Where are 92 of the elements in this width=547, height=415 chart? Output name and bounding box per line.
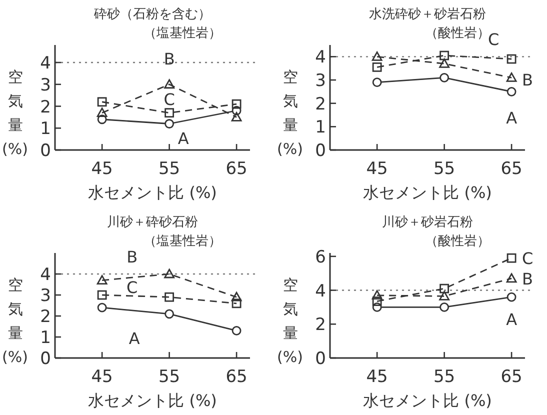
point xyxy=(232,298,242,308)
y-tick-label: 2 xyxy=(315,315,326,336)
point xyxy=(440,50,450,60)
point xyxy=(164,268,175,278)
x-tick-label: 45 xyxy=(366,367,388,387)
x-tick-label: 45 xyxy=(91,367,113,387)
series-label: B xyxy=(164,49,175,68)
point xyxy=(440,284,450,294)
chart-title: 川砂＋砕砂石粉 xyxy=(107,215,198,230)
x-tick-label: 55 xyxy=(158,159,180,179)
point xyxy=(96,108,108,118)
y-tick-label: 3 xyxy=(40,286,51,306)
y-tick-label: 3 xyxy=(315,71,326,91)
series-label: B xyxy=(522,70,534,90)
series-label: A xyxy=(178,128,189,148)
point xyxy=(97,97,107,107)
x-tick-label: 65 xyxy=(500,367,522,387)
point xyxy=(372,78,382,88)
y-tick-label: 4 xyxy=(40,54,51,74)
y-tick-label: 4 xyxy=(315,281,326,302)
series-label: C xyxy=(164,90,175,109)
point xyxy=(96,275,108,284)
x-tick-label: 55 xyxy=(433,367,456,387)
series-label: C xyxy=(522,249,534,268)
y-tick-label: 0 xyxy=(40,349,51,369)
y-tick-label: 2 xyxy=(40,97,51,118)
point xyxy=(231,112,242,122)
point xyxy=(439,290,450,300)
x-tick-label: 55 xyxy=(433,159,456,179)
x-tick-label: 45 xyxy=(366,159,388,179)
point xyxy=(440,302,450,312)
y-tick-label: 4 xyxy=(315,48,326,68)
series-label: C xyxy=(488,30,500,49)
y-tick-label: 0 xyxy=(315,141,326,161)
x-tick-label: 65 xyxy=(500,159,522,179)
y-tick-label: 1 xyxy=(315,118,326,138)
y-axis-title: 空気量(%) xyxy=(2,68,28,158)
point xyxy=(231,292,242,302)
point xyxy=(440,72,450,82)
chart-title: 水洗砕砂＋砂岩石粉 xyxy=(369,7,486,22)
point xyxy=(164,108,174,118)
y-tick-label: 3 xyxy=(40,75,51,96)
y-tick-label: 0 xyxy=(40,141,51,161)
y-tick-label: 4 xyxy=(40,265,51,285)
series-label: A xyxy=(128,328,140,348)
y-tick-label: 0 xyxy=(315,349,326,369)
x-tick-label: 45 xyxy=(91,159,113,179)
point xyxy=(164,309,174,319)
point xyxy=(439,58,450,68)
y-tick-label: 1 xyxy=(40,119,51,140)
y-axis-title: 空気量(%) xyxy=(277,276,303,366)
x-tick-label: 65 xyxy=(226,367,248,387)
x-axis-title: 水セメント比 (%) xyxy=(363,391,492,410)
series-label: B xyxy=(522,269,534,288)
point xyxy=(232,99,242,109)
point xyxy=(372,51,382,61)
x-axis-title: 水セメント比 (%) xyxy=(88,183,217,202)
y-axis-title: 空気量(%) xyxy=(277,68,303,158)
point xyxy=(372,290,382,300)
point xyxy=(232,326,242,336)
y-tick-label: 2 xyxy=(40,307,51,327)
x-tick-label: 55 xyxy=(158,367,180,387)
point xyxy=(506,253,516,263)
x-axis-title: 水セメント比 (%) xyxy=(363,183,492,202)
point xyxy=(372,296,382,306)
point xyxy=(97,302,107,312)
series-label: A xyxy=(506,310,518,330)
y-tick-label: 6 xyxy=(315,247,326,268)
chart-subtitle: （塩基性岩） xyxy=(144,26,222,41)
series-label: B xyxy=(126,247,138,266)
chart-title: 川砂＋砂岩石粉 xyxy=(382,215,473,230)
point xyxy=(506,72,517,82)
point xyxy=(506,86,516,96)
chart-subtitle: （酸性岩） xyxy=(425,234,490,249)
series-label: C xyxy=(126,278,138,297)
series-label: A xyxy=(506,108,518,128)
point xyxy=(506,273,517,283)
x-axis-title: 水セメント比 (%) xyxy=(88,391,217,410)
point xyxy=(372,62,382,72)
point xyxy=(164,292,174,302)
chart-title: 砕砂（石粉を含む） xyxy=(93,7,211,22)
point xyxy=(164,79,175,89)
y-tick-label: 1 xyxy=(40,328,51,348)
point xyxy=(506,292,516,302)
x-tick-label: 65 xyxy=(226,159,248,179)
chart-subtitle: （酸性岩） xyxy=(425,26,490,41)
point xyxy=(97,290,107,300)
chart-subtitle: （塩基性岩） xyxy=(144,234,222,249)
y-tick-label: 2 xyxy=(315,94,326,114)
point xyxy=(164,119,174,128)
y-axis-title: 空気量(%) xyxy=(2,276,28,366)
point xyxy=(506,54,516,64)
